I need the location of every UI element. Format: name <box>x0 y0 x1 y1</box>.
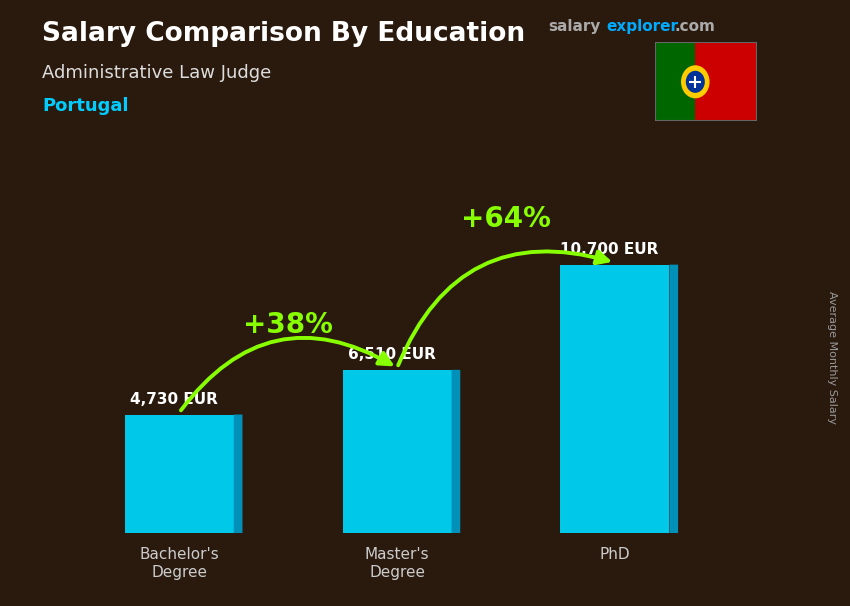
Text: salary: salary <box>548 19 601 35</box>
Text: Administrative Law Judge: Administrative Law Judge <box>42 64 272 82</box>
Text: Portugal: Portugal <box>42 97 129 115</box>
Text: +38%: +38% <box>243 311 333 339</box>
Polygon shape <box>234 415 242 533</box>
Text: 6,510 EUR: 6,510 EUR <box>348 347 435 362</box>
Circle shape <box>686 71 705 93</box>
Bar <box>695 42 756 121</box>
Text: .com: .com <box>674 19 715 35</box>
Text: Average Monthly Salary: Average Monthly Salary <box>827 291 837 424</box>
Polygon shape <box>670 265 678 533</box>
Circle shape <box>681 65 710 98</box>
Bar <box>654 42 695 121</box>
Bar <box>343 370 451 533</box>
Bar <box>560 265 670 533</box>
Text: 4,730 EUR: 4,730 EUR <box>130 392 218 407</box>
Polygon shape <box>451 370 460 533</box>
Bar <box>125 415 234 533</box>
Text: +64%: +64% <box>461 205 551 233</box>
Text: explorer: explorer <box>606 19 678 35</box>
Text: Salary Comparison By Education: Salary Comparison By Education <box>42 21 525 47</box>
Text: 10,700 EUR: 10,700 EUR <box>560 242 659 256</box>
